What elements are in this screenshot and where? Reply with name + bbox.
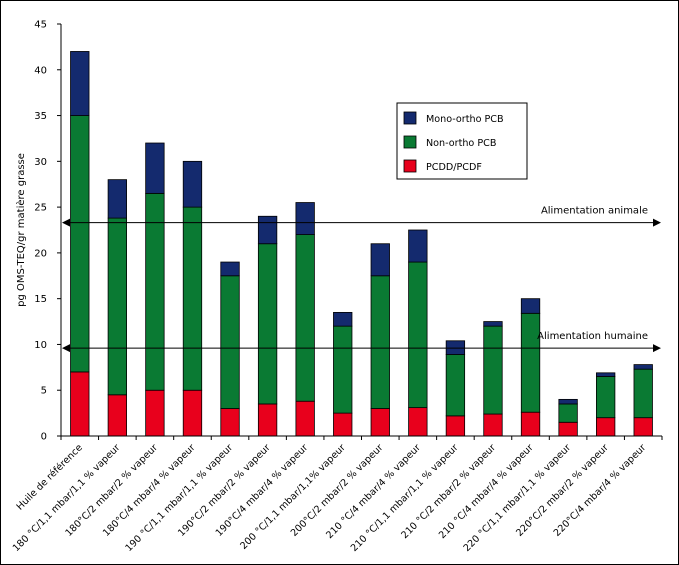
bar-segment-pcdd-pcdf [107,394,127,437]
bar-segment-mono-ortho-pcb [408,229,428,263]
y-tick-label: 20 [34,248,47,259]
bar-segment-mono-ortho-pcb [520,298,541,314]
bar-segment-pcdd-pcdf [445,415,466,437]
bar-segment-mono-ortho-pcb [70,51,90,116]
bar-segment-non-ortho-pcb [445,354,466,417]
bar-segment-pcdd-pcdf [520,411,541,437]
bar-segment-pcdd-pcdf [370,408,390,437]
bar-segment-non-ortho-pcb [408,261,428,409]
y-axis-label: pg OMS-TEQ/gr matière grasse [15,153,27,307]
arrow-left-icon [62,344,70,353]
y-tick-label: 0 [41,432,47,443]
bar-segment-pcdd-pcdf [333,412,353,437]
y-tick-label: 45 [34,20,47,31]
y-tick-label: 10 [34,340,47,351]
legend-label: Mono-ortho PCB [426,114,504,125]
bar-segment-pcdd-pcdf [220,408,240,437]
bar-segment-mono-ortho-pcb [633,364,653,370]
y-tick-label: 40 [34,65,47,76]
legend-swatch [403,135,417,149]
bar-segment-non-ortho-pcb [483,325,503,415]
legend-swatch [403,111,417,125]
bar-segment-non-ortho-pcb [107,217,127,396]
y-tick-label: 15 [34,294,47,305]
bar-segment-mono-ortho-pcb [370,243,390,277]
bar-segment-mono-ortho-pcb [220,261,240,277]
bar-segment-pcdd-pcdf [145,389,165,437]
bar-segment-pcdd-pcdf [558,421,578,437]
bar-segment-mono-ortho-pcb [257,215,278,245]
legend-box [396,102,528,180]
legend-label: Non-ortho PCB [426,138,496,149]
bar-segment-non-ortho-pcb [257,243,278,405]
bar-segment-non-ortho-pcb [558,403,578,423]
y-tick-label: 5 [41,386,47,397]
bar-segment-mono-ortho-pcb [558,398,578,405]
bar-segment-pcdd-pcdf [596,417,616,437]
x-tick-label: Huile de référence [14,442,85,513]
bar-segment-non-ortho-pcb [220,275,240,409]
bar-segment-non-ortho-pcb [333,325,353,414]
bar-segment-pcdd-pcdf [295,400,315,437]
bar-segment-non-ortho-pcb [633,368,653,419]
bar-segment-mono-ortho-pcb [107,179,127,219]
bar-segment-mono-ortho-pcb [483,321,503,327]
legend-swatch [403,159,417,173]
bar-segment-non-ortho-pcb [295,234,315,402]
bar-segment-mono-ortho-pcb [182,160,203,208]
y-tick-label: 30 [34,157,47,168]
bar-segment-mono-ortho-pcb [295,202,315,235]
bar-segment-pcdd-pcdf [633,417,653,437]
bar-segment-mono-ortho-pcb [333,311,353,327]
arrow-right-icon [653,344,661,353]
bar-segment-pcdd-pcdf [408,407,428,437]
legend-label: PCDD/PCDF [426,162,482,173]
y-tick-label: 35 [34,111,47,122]
bar-segment-pcdd-pcdf [182,389,203,437]
arrow-left-icon [62,218,70,227]
bar-segment-non-ortho-pcb [520,312,541,413]
bar-segment-non-ortho-pcb [70,115,90,373]
legend: Mono-ortho PCB Non-ortho PCB PCDD/PCDF [396,102,528,180]
bar-segment-pcdd-pcdf [70,371,90,437]
bar-segment-pcdd-pcdf [483,413,503,437]
reference-line-label: Alimentation humaine [537,331,648,342]
bar-segment-mono-ortho-pcb [596,372,616,377]
reference-line-label: Alimentation animale [541,206,648,217]
bar-segment-non-ortho-pcb [596,376,616,419]
bar-segment-mono-ortho-pcb [145,142,165,194]
y-tick-label: 25 [34,203,47,214]
bar-segment-non-ortho-pcb [370,275,390,409]
bar-segment-non-ortho-pcb [182,206,203,391]
bar-segment-pcdd-pcdf [257,403,278,437]
arrow-right-icon [653,218,661,227]
